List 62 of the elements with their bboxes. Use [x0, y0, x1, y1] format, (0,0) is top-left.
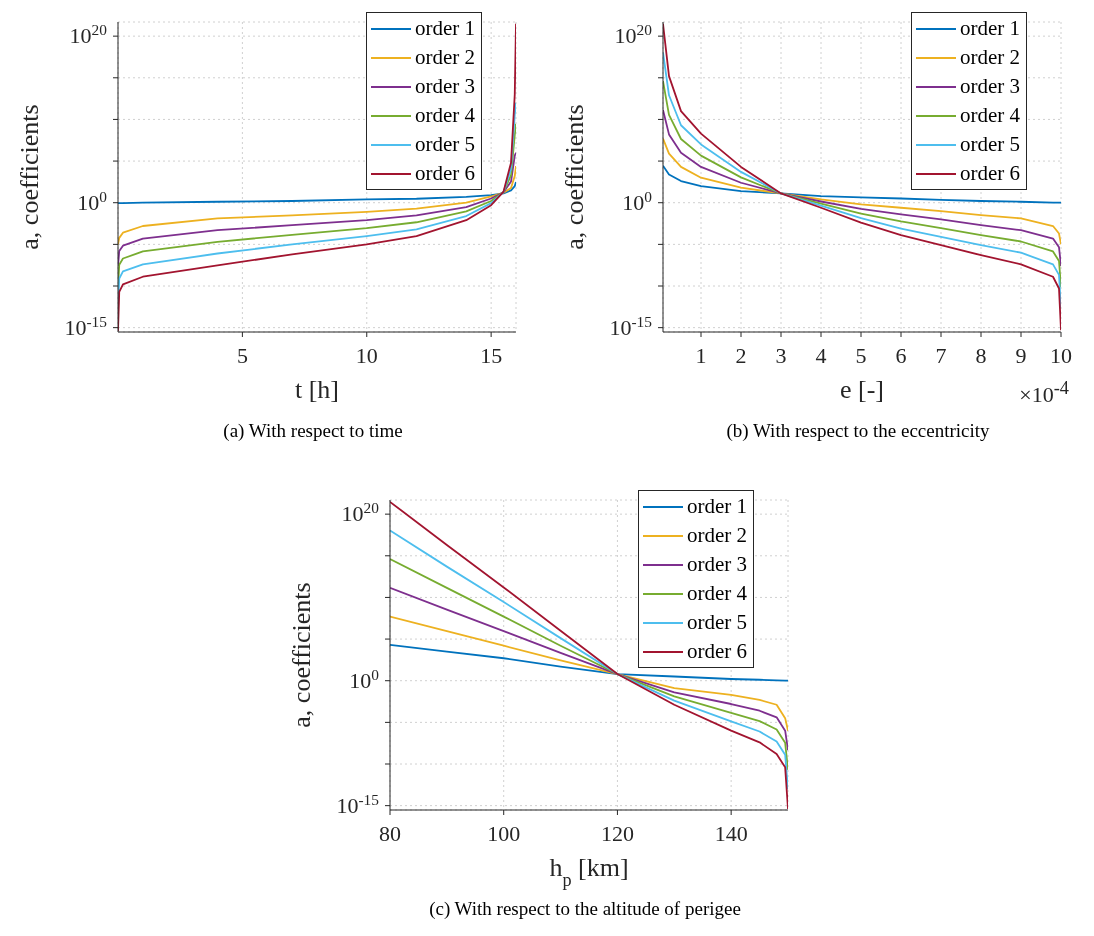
text: (c) With respect to the altitude of perigee [428, 898, 742, 920]
legend-label: order 1 [687, 493, 748, 520]
x-tick-label: 6 [895, 343, 907, 368]
line-series [390, 615, 788, 732]
legend-label: order 3 [960, 73, 1021, 100]
line-series [390, 586, 788, 752]
legend-label: order 4 [960, 102, 1021, 129]
legend-label: order 5 [415, 131, 476, 158]
y-axis-title: a, coefficients [287, 582, 316, 728]
line-series [390, 558, 788, 771]
x-tick-label: 2 [735, 343, 747, 368]
x-tick-label: 7 [935, 343, 947, 368]
legend-label: order 2 [415, 44, 476, 71]
legend-label: order 6 [960, 160, 1021, 187]
y-tick-label: 10$^{0}$ [622, 187, 653, 215]
legend-label: order 1 [960, 15, 1021, 42]
legend-label: order 6 [687, 638, 748, 665]
legend-label: order 4 [415, 102, 476, 129]
x-tick-label: 100 [487, 821, 521, 846]
line-series [390, 644, 788, 682]
legend-label: order 2 [960, 44, 1021, 71]
legend-label: order 4 [687, 580, 748, 607]
x-tick-label: 8 [975, 343, 987, 368]
x-axis-title: e [-] [839, 375, 885, 404]
legend-label: order 5 [960, 131, 1021, 158]
y-tick-label: 10$^{0}$ [349, 665, 380, 693]
x-tick-label: 9 [1015, 343, 1027, 368]
x-tick-label: 10 [1050, 343, 1072, 368]
y-tick-label: 10$^{-15}$ [609, 312, 653, 340]
x-axis-title: t [h] [294, 375, 340, 404]
y-axis-title: a, coefficients [15, 104, 44, 250]
x-tick-label: 4 [815, 343, 827, 368]
legend-label: order 3 [687, 551, 748, 578]
y-tick-label: 10$^{-15}$ [64, 312, 108, 340]
x-tick-label: 5 [855, 343, 867, 368]
y-axis-title: a, coefficients [560, 104, 589, 250]
x-tick-label: 140 [714, 821, 748, 846]
legend-label: order 1 [415, 15, 476, 42]
text: (b) With respect to the eccentricity [725, 420, 991, 442]
line-series [390, 529, 788, 791]
line-series [663, 137, 1061, 246]
legend-label: order 2 [687, 522, 748, 549]
x-tick-label: 120 [600, 821, 634, 846]
y-tick-label: 10$^{0}$ [77, 187, 108, 215]
y-tick-label: 10$^{20}$ [341, 498, 380, 527]
legend-label: order 6 [415, 160, 476, 187]
x-tick-label: 1 [695, 343, 707, 368]
text: ×10$^{-4}$ [1019, 378, 1069, 409]
text: (a) With respect to time [222, 420, 404, 442]
line-series [663, 164, 1061, 204]
x-tick-label: 10 [355, 343, 378, 368]
y-tick-label: 10$^{20}$ [614, 20, 653, 49]
y-tick-label: 10$^{-15}$ [336, 790, 380, 818]
x-tick-label: 5 [236, 343, 248, 368]
y-tick-label: 10$^{20}$ [69, 20, 108, 49]
line-series [118, 181, 516, 204]
legend-label: order 3 [415, 73, 476, 100]
x-tick-label: 80 [379, 821, 401, 846]
x-tick-label: 15 [480, 343, 503, 368]
x-axis-title: h$_{p}$ [km] [549, 853, 629, 890]
x-tick-label: 3 [775, 343, 787, 368]
legend-label: order 5 [687, 609, 748, 636]
